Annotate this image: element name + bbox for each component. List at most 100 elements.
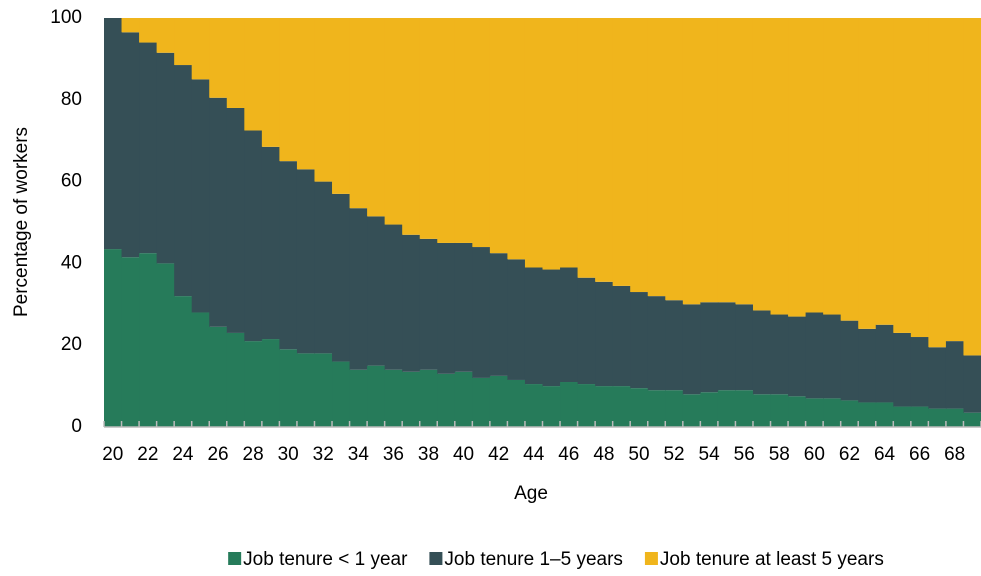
x-tick-label: 24: [172, 444, 194, 465]
area-step: [226, 107, 245, 333]
area-step: [296, 18, 316, 170]
area-step: [402, 234, 421, 372]
area-step: [893, 406, 912, 427]
area-step: [174, 65, 193, 297]
area-step: [384, 369, 403, 427]
area-step: [261, 339, 280, 427]
x-tick-label: 50: [628, 444, 649, 465]
area-step: [279, 161, 298, 350]
area-step: [104, 249, 123, 427]
x-tick-label: 54: [699, 444, 721, 465]
area-step: [244, 18, 263, 131]
area-step: [665, 390, 684, 427]
area-step: [402, 371, 421, 427]
area-step: [542, 18, 561, 270]
area-step: [840, 400, 859, 427]
area-step: [735, 18, 754, 305]
area-step: [156, 263, 175, 427]
area-step: [840, 320, 859, 401]
area-step: [595, 386, 614, 427]
area-step: [945, 341, 965, 409]
area-step: [717, 390, 737, 427]
x-tick-label: 58: [769, 444, 790, 465]
area-step: [384, 224, 403, 370]
x-tick-label: 36: [383, 444, 404, 465]
x-tick-label: 22: [137, 444, 158, 465]
area-step: [454, 371, 473, 427]
area-step: [823, 398, 842, 427]
area-step: [261, 146, 280, 340]
area-step: [875, 402, 894, 427]
area-step: [437, 18, 456, 243]
area-step: [139, 42, 158, 254]
area-step: [910, 337, 929, 407]
area-step: [524, 18, 544, 268]
x-tick-label: 48: [593, 444, 614, 465]
area-step: [875, 18, 894, 325]
area-step: [507, 379, 526, 427]
area-step: [156, 18, 175, 53]
area-step: [963, 412, 981, 427]
area-step: [840, 18, 859, 321]
area-step: [612, 18, 631, 286]
x-tick-label: 44: [523, 444, 545, 465]
legend-swatch: [644, 552, 658, 565]
area-step: [858, 18, 877, 329]
area-step: [858, 402, 877, 427]
y-tick-label: 0: [71, 416, 82, 437]
area-step: [612, 285, 631, 387]
area-step: [261, 18, 280, 147]
area-step: [209, 18, 228, 98]
area-step: [437, 242, 456, 374]
area-step: [700, 18, 719, 303]
x-tick-label: 32: [313, 444, 334, 465]
area-step: [805, 398, 824, 427]
area-step: [577, 18, 596, 278]
area-step: [156, 52, 175, 264]
area-step: [963, 18, 981, 356]
area-step: [700, 392, 719, 427]
area-step: [560, 267, 579, 383]
x-tick-label: 38: [418, 444, 439, 465]
area-step: [402, 18, 421, 235]
area-step: [735, 390, 754, 427]
area-step: [367, 216, 386, 366]
area-step: [788, 396, 807, 427]
area-step: [121, 257, 140, 427]
legend-label: Job tenure 1–5 years: [444, 549, 623, 570]
area-step: [314, 181, 333, 354]
y-axis-label: Percentage of workers: [11, 127, 32, 317]
area-step: [770, 314, 789, 395]
x-tick-label: 56: [734, 444, 755, 465]
area-step: [489, 18, 509, 254]
area-step: [542, 386, 561, 427]
area-step: [349, 369, 368, 427]
legend-swatch: [228, 552, 242, 565]
area-step: [139, 18, 158, 43]
area-step: [507, 18, 526, 260]
area-step: [717, 18, 737, 303]
area-step: [296, 353, 316, 427]
area-step: [963, 355, 981, 413]
y-tick-label: 40: [61, 252, 82, 273]
area-step: [560, 382, 579, 427]
area-step: [121, 18, 140, 33]
area-step: [577, 277, 596, 385]
area-step: [647, 390, 666, 427]
area-step: [805, 312, 824, 399]
x-tick-label: 42: [488, 444, 509, 465]
legend-label: Job tenure at least 5 years: [660, 549, 884, 570]
area-step: [630, 18, 649, 293]
x-tick-label: 30: [278, 444, 299, 465]
area-step: [139, 253, 158, 427]
x-tick-label: 40: [453, 444, 474, 465]
x-tick-label: 20: [102, 444, 123, 465]
area-step: [910, 18, 929, 338]
area-step: [752, 18, 772, 311]
area-step: [174, 18, 193, 66]
x-axis-label: Age: [514, 483, 548, 504]
area-step: [858, 328, 877, 403]
x-tick-label: 46: [558, 444, 579, 465]
area-step: [770, 18, 789, 315]
